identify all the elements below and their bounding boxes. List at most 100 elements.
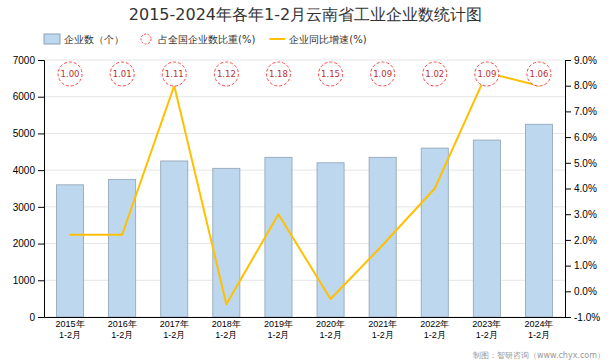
ratio-label: 1.02: [423, 62, 447, 86]
y-axis: 01000200030004000500060007000: [13, 55, 45, 323]
ratio-text: 1.11: [165, 69, 184, 79]
x-tick-label: 2016年1-2月: [108, 319, 137, 340]
y-tick: 4000: [13, 165, 44, 176]
x-tick-label: 2017年1-2月: [160, 319, 189, 340]
x-axis: 2015年1-2月2016年1-2月2017年1-2月2018年1-2月2019…: [45, 318, 566, 341]
y-tick-mark: [38, 280, 44, 281]
y2-tick-label: 6.0%: [574, 132, 597, 143]
bar: [109, 179, 136, 317]
x-tick: 2022年1-2月: [420, 319, 449, 340]
x-tick-label-line: 2021年: [368, 319, 397, 329]
y-tick: 6000: [13, 91, 44, 102]
x-tick: 2017年1-2月: [160, 319, 189, 340]
x-tick: 2021年1-2月: [368, 319, 397, 340]
bar: [213, 168, 240, 317]
ratio-text: 1.02: [425, 69, 444, 79]
y-tick: 7000: [13, 55, 44, 66]
ratio-labels: 1.001.011.111.121.181.151.091.021.091.06: [58, 62, 551, 86]
ratio-text: 1.18: [269, 69, 288, 79]
ratio-circle: [475, 62, 499, 86]
y2-tick-label: 2.0%: [574, 235, 597, 246]
y2-tick-label: 3.0%: [574, 209, 597, 220]
y2-axis-line: [566, 61, 572, 318]
x-tick: 2015年1-2月: [56, 319, 85, 340]
ratio-label: 1.12: [214, 62, 238, 86]
y2-tick: 6.0%: [565, 132, 597, 143]
legend-item: 企业同比增速(%): [269, 34, 366, 45]
legend-item: 占全国企业数比重(%): [141, 34, 255, 45]
x-tick: 2016年1-2月: [108, 319, 137, 340]
plot: 01000200030004000500060007000-1.0%0.0%1.…: [13, 55, 600, 340]
legend-swatch: [269, 38, 285, 40]
ratio-label: 1.09: [371, 62, 395, 86]
y2-tick-mark: [565, 317, 571, 318]
x-tick-label-line: 2020年: [316, 319, 345, 329]
bar: [369, 157, 396, 317]
y2-tick-label: -1.0%: [574, 312, 600, 323]
y2-tick-mark: [565, 60, 571, 61]
ratio-circle: [214, 62, 238, 86]
x-tick-label-line: 1-2月: [372, 330, 394, 340]
ratio-circle: [110, 62, 134, 86]
bar: [421, 148, 448, 317]
x-tick-label: 2024年1-2月: [524, 319, 553, 340]
x-tick-label: 2020年1-2月: [316, 319, 345, 340]
ratio-text: 1.15: [321, 69, 340, 79]
x-tick-label-line: 1-2月: [163, 330, 185, 340]
y2-tick: 2.0%: [565, 235, 597, 246]
y-tick-mark: [38, 317, 44, 318]
legend-swatch: [141, 34, 151, 44]
y2-tick-mark: [565, 86, 571, 87]
y-tick-mark: [38, 60, 44, 61]
y-tick-mark: [38, 97, 44, 98]
footnote: 制图：智研咨询（www.chyx.com）: [473, 351, 605, 360]
y-tick: 2000: [13, 238, 44, 249]
y2-tick: 4.0%: [565, 183, 597, 194]
chart: 01000200030004000500060007000-1.0%0.0%1.…: [0, 0, 611, 363]
x-tick-label-line: 2016年: [108, 319, 137, 329]
x-tick-label: 2021年1-2月: [368, 319, 397, 340]
y2-tick: 8.0%: [565, 80, 597, 91]
legend-label: 企业同比增速(%): [289, 34, 366, 45]
legend: 企业数（个）占全国企业数比重(%)企业同比增速(%): [44, 34, 367, 45]
ratio-label: 1.09: [475, 62, 499, 86]
y2-tick-mark: [565, 214, 571, 215]
y2-tick-label: 4.0%: [574, 183, 597, 194]
y-tick-label: 2000: [13, 238, 36, 249]
y2-tick-mark: [565, 163, 571, 164]
ratio-text: 1.06: [529, 69, 548, 79]
y2-tick: 0.0%: [565, 286, 597, 297]
y2-tick-mark: [565, 266, 571, 267]
y2-axis: -1.0%0.0%1.0%2.0%3.0%4.0%5.0%6.0%7.0%8.0…: [565, 55, 600, 323]
y-tick-label: 6000: [13, 91, 36, 102]
y2-tick-label: 1.0%: [574, 260, 597, 271]
bar: [161, 161, 188, 317]
x-tick-label: 2018年1-2月: [212, 319, 241, 340]
x-tick-label-line: 1-2月: [424, 330, 446, 340]
bar: [525, 124, 552, 317]
y-tick: 1000: [13, 275, 44, 286]
y2-tick-label: 7.0%: [574, 106, 597, 117]
x-tick-label: 2022年1-2月: [420, 319, 449, 340]
x-tick-label: 2019年1-2月: [264, 319, 293, 340]
ratio-label: 1.18: [266, 62, 290, 86]
y-tick-label: 7000: [13, 55, 36, 66]
y2-tick: 9.0%: [565, 55, 597, 66]
y-tick: 0: [29, 312, 44, 323]
ratio-text: 1.12: [217, 69, 236, 79]
ratio-circle: [319, 62, 343, 86]
y2-tick-mark: [565, 111, 571, 112]
x-tick-label-line: 2024年: [524, 319, 553, 329]
grid-line: [44, 60, 565, 61]
x-tick-label-line: 1-2月: [476, 330, 498, 340]
grid-line: [44, 96, 565, 97]
y2-tick-mark: [565, 189, 571, 190]
ratio-label: 1.11: [162, 62, 186, 86]
x-tick-label-line: 2017年: [160, 319, 189, 329]
ratio-text: 1.01: [113, 69, 132, 79]
x-tick: 2020年1-2月: [316, 319, 345, 340]
growth-line: [70, 73, 539, 304]
y2-tick-label: 8.0%: [574, 80, 597, 91]
title: 2015-2024年各年1-2月云南省工业企业数统计图: [129, 5, 482, 24]
x-tick-label-line: 1-2月: [59, 330, 81, 340]
